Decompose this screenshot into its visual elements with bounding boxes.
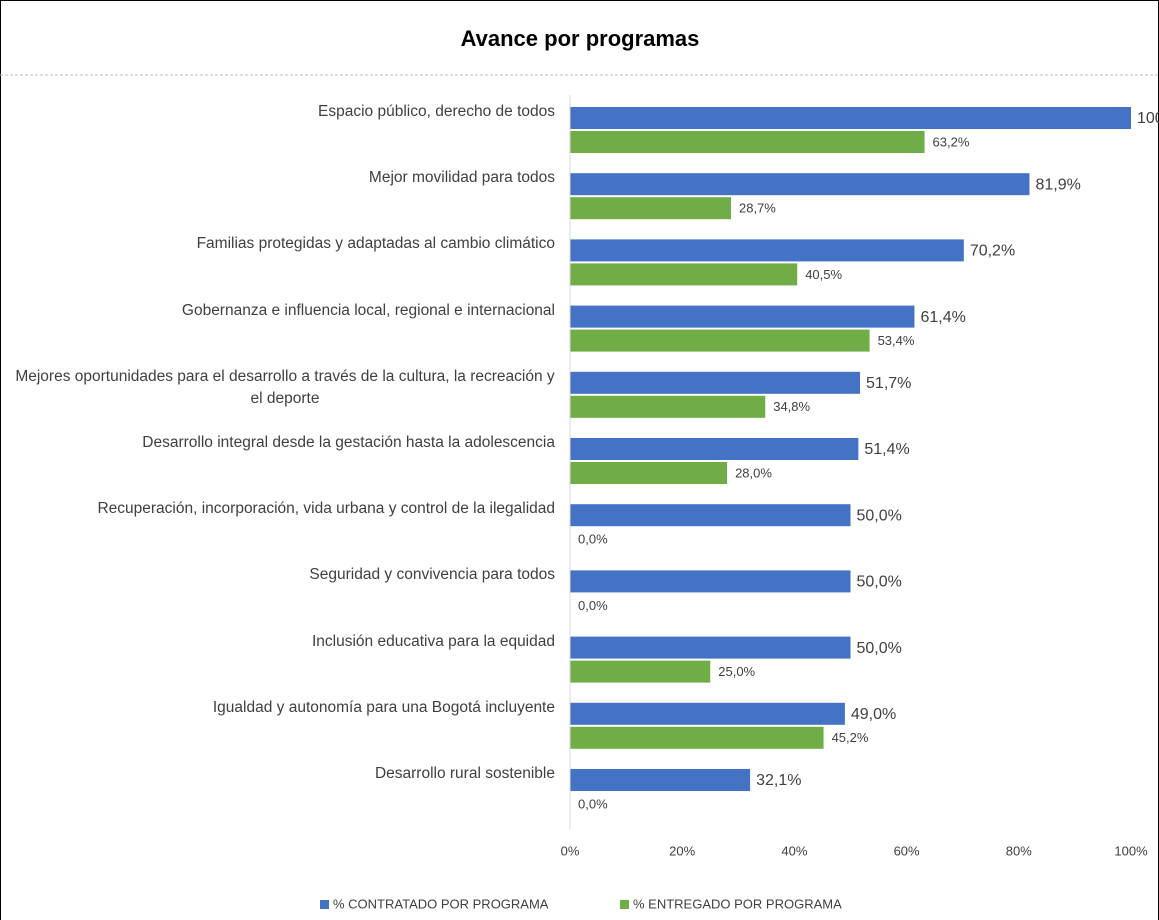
category-label: Desarrollo rural sostenible: [15, 763, 555, 785]
category-text: Espacio público, derecho de todos: [318, 103, 555, 120]
value-label: 34,8%: [773, 399, 810, 414]
value-label: 0,0%: [578, 532, 608, 547]
bar: [570, 239, 964, 262]
value-label: 53,4%: [878, 333, 915, 348]
bar: [570, 371, 861, 394]
category-text: Recuperación, incorporación, vida urbana…: [97, 500, 555, 518]
x-tick-label: 100%: [1114, 843, 1148, 858]
category-text: Inclusión educativa para la equidad: [311, 632, 555, 650]
category-label: Desarrollo integral desde la gestación h…: [15, 432, 555, 454]
value-label: 100,0%: [1137, 110, 1159, 127]
category-text: Mejores oportunidades para el desarrollo…: [15, 367, 555, 407]
category-label: Mejores oportunidades para el desarrollo…: [15, 366, 555, 410]
category-label: Espacio público, derecho de todos: [15, 101, 555, 123]
value-label: 51,7%: [866, 375, 911, 392]
value-label: 49,0%: [851, 706, 896, 723]
category-label: Mejor movilidad para todos: [15, 167, 555, 189]
x-tick-label: 20%: [669, 843, 695, 858]
category-text: Familias protegidas y adaptadas al cambi…: [196, 235, 555, 253]
bar: [570, 702, 845, 725]
bar: [570, 660, 711, 683]
category-label: Seguridad y convivencia para todos: [15, 564, 555, 586]
category-label: Inclusión educativa para la equidad: [15, 631, 555, 653]
bar: [570, 329, 870, 352]
value-label: 81,9%: [1035, 176, 1080, 193]
x-tick-label: 80%: [1006, 843, 1032, 858]
value-label: 0,0%: [578, 796, 608, 811]
legend-swatch: [620, 900, 629, 909]
value-label: 45,2%: [832, 730, 869, 745]
legend-swatch: [320, 900, 329, 909]
value-label: 70,2%: [970, 243, 1015, 260]
bar: [570, 769, 751, 791]
category-label: Igualdad y autonomía para una Bogotá inc…: [15, 697, 555, 719]
category-label: Familias protegidas y adaptadas al cambi…: [15, 233, 555, 255]
value-label: 28,0%: [735, 465, 772, 480]
value-label: 28,7%: [739, 201, 776, 216]
category-text: Gobernanza e influencia local, regional …: [181, 301, 555, 319]
bar: [570, 462, 728, 484]
bar: [570, 263, 798, 286]
bar: [570, 570, 851, 593]
bar: [570, 726, 824, 749]
bar: [570, 438, 859, 460]
value-label: 32,1%: [756, 772, 801, 789]
bar: [570, 173, 1030, 196]
bar: [570, 636, 851, 659]
value-label: 50,0%: [857, 640, 902, 657]
category-label: Gobernanza e influencia local, regional …: [15, 300, 555, 322]
value-label: 0,0%: [578, 598, 608, 613]
x-tick-label: 0%: [561, 843, 580, 858]
legend-label: % CONTRATADO POR PROGRAMA: [333, 896, 549, 911]
category-text: Igualdad y autonomía para una Bogotá inc…: [212, 698, 555, 716]
chart-title: Avance por programas: [461, 26, 700, 51]
category-text: Seguridad y convivencia para todos: [309, 566, 555, 584]
bar: [570, 305, 915, 328]
category-label: Recuperación, incorporación, vida urbana…: [15, 498, 555, 520]
bar: [570, 131, 925, 153]
bar: [570, 504, 851, 527]
category-text: Mejor movilidad para todos: [368, 169, 555, 187]
bar: [570, 107, 1131, 129]
value-label: 63,2%: [933, 134, 970, 149]
value-label: 25,0%: [718, 664, 755, 679]
x-tick-label: 60%: [894, 843, 920, 858]
bar: [570, 395, 766, 418]
legend-label: % ENTREGADO POR PROGRAMA: [633, 896, 842, 911]
value-label: 40,5%: [805, 267, 842, 282]
category-text: Desarrollo rural sostenible: [374, 765, 555, 782]
value-label: 51,4%: [864, 441, 909, 458]
value-label: 50,0%: [857, 574, 902, 591]
category-text: Desarrollo integral desde la gestación h…: [142, 434, 555, 451]
value-label: 50,0%: [857, 507, 902, 524]
x-tick-label: 40%: [781, 843, 807, 858]
bar: [570, 197, 732, 220]
value-label: 61,4%: [920, 309, 965, 326]
